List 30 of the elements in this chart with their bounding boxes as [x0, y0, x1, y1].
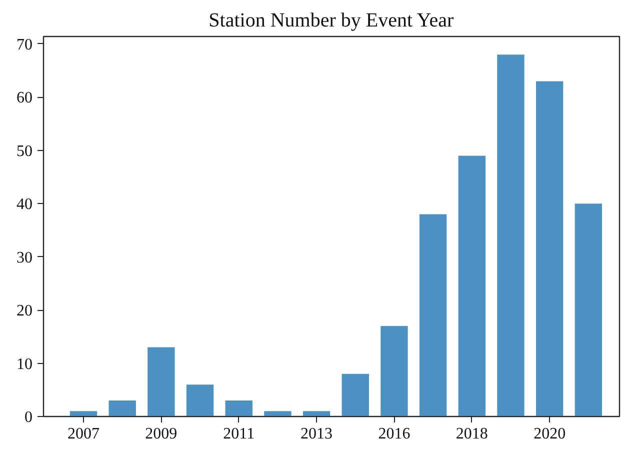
y-tick-label: 0 — [24, 409, 32, 426]
bar — [419, 214, 447, 416]
bar — [108, 400, 136, 416]
chart-title: Station Number by Event Year — [208, 10, 454, 32]
x-tick-label: 2018 — [456, 426, 488, 442]
bar — [380, 326, 408, 416]
y-tick-label: 70 — [16, 36, 32, 54]
y-tick-label: 50 — [16, 142, 32, 160]
x-tick-label: 2016 — [378, 426, 410, 442]
bar — [225, 400, 252, 416]
bar — [574, 204, 602, 416]
bar — [536, 81, 564, 416]
bar — [264, 411, 292, 416]
y-tick-label: 60 — [16, 90, 32, 107]
bar — [302, 411, 330, 416]
y-tick-label: 20 — [16, 302, 32, 320]
y-tick-label: 30 — [16, 249, 32, 266]
bar — [186, 384, 214, 416]
bar — [148, 347, 175, 416]
x-tick-label: 2013 — [300, 426, 333, 442]
bar — [70, 411, 98, 416]
x-tick-label: 2009 — [145, 426, 178, 442]
bar — [458, 156, 486, 416]
bar — [342, 374, 369, 416]
bar — [497, 54, 524, 416]
y-tick-label: 10 — [16, 356, 32, 373]
y-tick-label: 40 — [16, 196, 32, 214]
x-tick-label: 2020 — [534, 426, 566, 442]
x-tick-label: 2011 — [223, 426, 255, 442]
x-tick-label: 2007 — [68, 426, 100, 442]
